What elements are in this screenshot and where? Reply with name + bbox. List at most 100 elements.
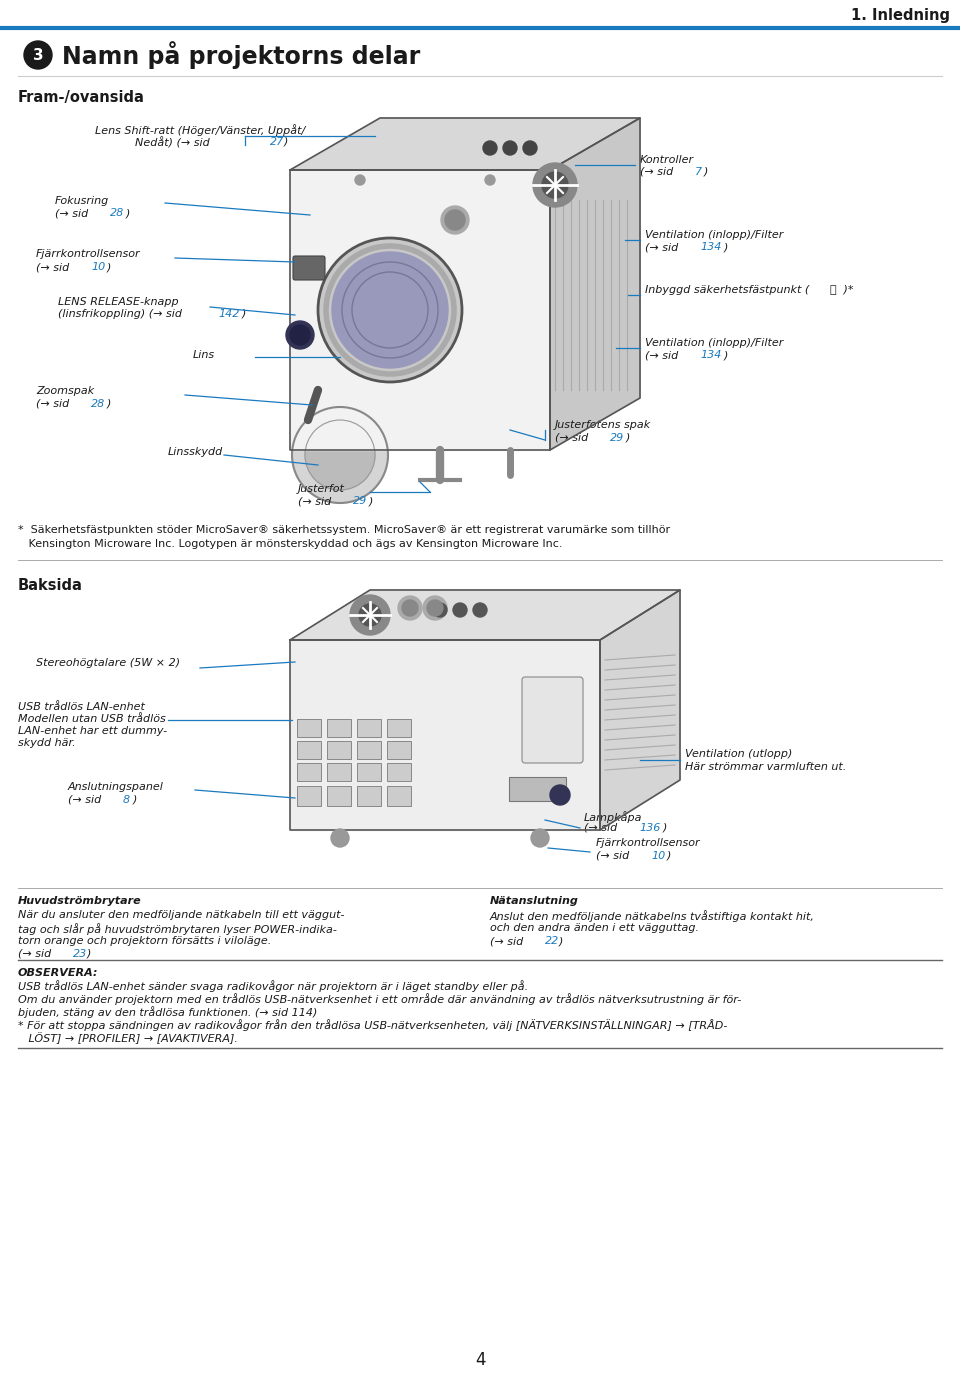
FancyBboxPatch shape <box>327 720 351 738</box>
FancyBboxPatch shape <box>387 786 411 806</box>
FancyBboxPatch shape <box>297 786 321 806</box>
Circle shape <box>292 407 388 503</box>
Circle shape <box>359 604 381 626</box>
Text: Ventilation (inlopp)/Filter: Ventilation (inlopp)/Filter <box>645 338 783 349</box>
Text: (→ sid: (→ sid <box>36 263 73 272</box>
FancyBboxPatch shape <box>387 720 411 738</box>
Text: Ⓡ: Ⓡ <box>830 285 836 294</box>
FancyBboxPatch shape <box>357 740 381 758</box>
Text: (→ sid: (→ sid <box>55 208 92 218</box>
Circle shape <box>350 594 390 635</box>
Text: 1. Inledning: 1. Inledning <box>851 8 950 24</box>
Text: * För att stoppa sändningen av radikovågor från den trådlösa USB-nätverksenheten: * För att stoppa sändningen av radikovåg… <box>18 1020 728 1031</box>
Text: Inbyggd säkerhetsfästpunkt (: Inbyggd säkerhetsfästpunkt ( <box>645 285 809 294</box>
Circle shape <box>523 142 537 156</box>
Polygon shape <box>290 169 550 450</box>
Circle shape <box>286 321 314 349</box>
Text: När du ansluter den medföljande nätkabeln till ett väggut-: När du ansluter den medföljande nätkabel… <box>18 910 345 920</box>
Circle shape <box>433 603 447 617</box>
Text: ): ) <box>87 949 91 958</box>
Text: 3: 3 <box>33 47 43 63</box>
Text: Om du använder projektorn med en trådlös USB-nätverksenhet i ett område där anvä: Om du använder projektorn med en trådlös… <box>18 993 741 1004</box>
FancyBboxPatch shape <box>357 720 381 738</box>
Text: ): ) <box>704 167 708 176</box>
Text: Linsskydd: Linsskydd <box>168 447 224 457</box>
Text: ): ) <box>107 399 111 408</box>
Text: OBSERVERA:: OBSERVERA: <box>18 968 99 978</box>
FancyBboxPatch shape <box>509 776 566 801</box>
Text: (→ sid: (→ sid <box>36 399 73 408</box>
Circle shape <box>473 603 487 617</box>
Text: ): ) <box>126 208 131 218</box>
Text: skydd här.: skydd här. <box>18 738 76 749</box>
Circle shape <box>24 42 52 69</box>
Text: ): ) <box>663 824 667 833</box>
Text: Anslut den medföljande nätkabelns tvåstiftiga kontakt hit,: Anslut den medföljande nätkabelns tvåsti… <box>490 910 815 922</box>
Text: (→ sid: (→ sid <box>555 433 591 443</box>
Circle shape <box>305 419 375 490</box>
Text: Nedåt) (→ sid: Nedåt) (→ sid <box>135 138 213 149</box>
Text: (→ sid: (→ sid <box>18 949 55 958</box>
Text: Huvudströmbrytare: Huvudströmbrytare <box>18 896 142 906</box>
Text: ): ) <box>369 496 373 506</box>
Text: Nätanslutning: Nätanslutning <box>490 896 579 906</box>
Polygon shape <box>600 590 680 831</box>
Text: Lens Shift-ratt (Höger/Vänster, Uppåt/: Lens Shift-ratt (Höger/Vänster, Uppåt/ <box>95 124 305 136</box>
Text: (→ sid: (→ sid <box>68 795 105 806</box>
Text: (linsfrikoppling) (→ sid: (linsfrikoppling) (→ sid <box>58 308 185 319</box>
Text: 29: 29 <box>610 433 624 443</box>
FancyBboxPatch shape <box>357 786 381 806</box>
FancyBboxPatch shape <box>522 676 583 763</box>
Polygon shape <box>290 640 600 831</box>
Circle shape <box>453 603 467 617</box>
Text: Fjärrkontrollsensor: Fjärrkontrollsensor <box>36 249 140 258</box>
Text: Ventilation (utlopp): Ventilation (utlopp) <box>685 749 792 758</box>
Circle shape <box>533 163 577 207</box>
FancyBboxPatch shape <box>357 763 381 781</box>
Text: Fokusring: Fokusring <box>55 196 109 206</box>
Text: USB trådlös LAN-enhet: USB trådlös LAN-enhet <box>18 701 145 713</box>
Polygon shape <box>290 118 640 169</box>
Text: 10: 10 <box>91 263 106 272</box>
Text: Kontroller: Kontroller <box>640 156 694 165</box>
FancyBboxPatch shape <box>387 763 411 781</box>
Text: Justerfot: Justerfot <box>298 483 345 494</box>
Text: Namn på projektorns delar: Namn på projektorns delar <box>62 42 420 69</box>
Text: 10: 10 <box>651 851 665 861</box>
Text: 23: 23 <box>73 949 87 958</box>
Circle shape <box>318 238 462 382</box>
Circle shape <box>503 142 517 156</box>
Circle shape <box>398 596 422 619</box>
Polygon shape <box>550 118 640 450</box>
Text: Zoomspak: Zoomspak <box>36 386 94 396</box>
Text: *  Säkerhetsfästpunkten stöder MicroSaver® säkerhetssystem. MicroSaver® är ett r: * Säkerhetsfästpunkten stöder MicroSaver… <box>18 525 670 535</box>
Text: Fjärrkontrollsensor: Fjärrkontrollsensor <box>596 838 701 849</box>
Text: 142: 142 <box>218 308 239 319</box>
Text: 29: 29 <box>353 496 368 506</box>
FancyBboxPatch shape <box>297 763 321 781</box>
Text: (→ sid: (→ sid <box>645 350 682 360</box>
Polygon shape <box>290 590 680 640</box>
Text: (→ sid: (→ sid <box>596 851 633 861</box>
Text: ): ) <box>559 936 564 946</box>
Text: 28: 28 <box>91 399 106 408</box>
Text: Anslutningspanel: Anslutningspanel <box>68 782 164 792</box>
Circle shape <box>332 251 448 368</box>
Text: 27: 27 <box>270 138 284 147</box>
Circle shape <box>331 829 349 847</box>
Text: USB trådlös LAN-enhet sänder svaga radikovågor när projektorn är i läget standby: USB trådlös LAN-enhet sänder svaga radik… <box>18 981 528 992</box>
Text: Här strömmar varmluften ut.: Här strömmar varmluften ut. <box>685 763 847 772</box>
Text: Justerfotens spak: Justerfotens spak <box>555 419 651 431</box>
FancyBboxPatch shape <box>327 763 351 781</box>
Text: Modellen utan USB trådlös: Modellen utan USB trådlös <box>18 714 166 724</box>
Text: 4: 4 <box>475 1351 485 1370</box>
FancyBboxPatch shape <box>327 740 351 758</box>
Text: 22: 22 <box>545 936 560 946</box>
Circle shape <box>542 172 568 199</box>
Text: ): ) <box>284 138 288 147</box>
Text: )*: )* <box>840 285 853 294</box>
Text: (→ sid: (→ sid <box>645 242 682 251</box>
Circle shape <box>427 600 443 615</box>
Text: (→ sid: (→ sid <box>490 936 527 946</box>
Circle shape <box>423 596 447 619</box>
